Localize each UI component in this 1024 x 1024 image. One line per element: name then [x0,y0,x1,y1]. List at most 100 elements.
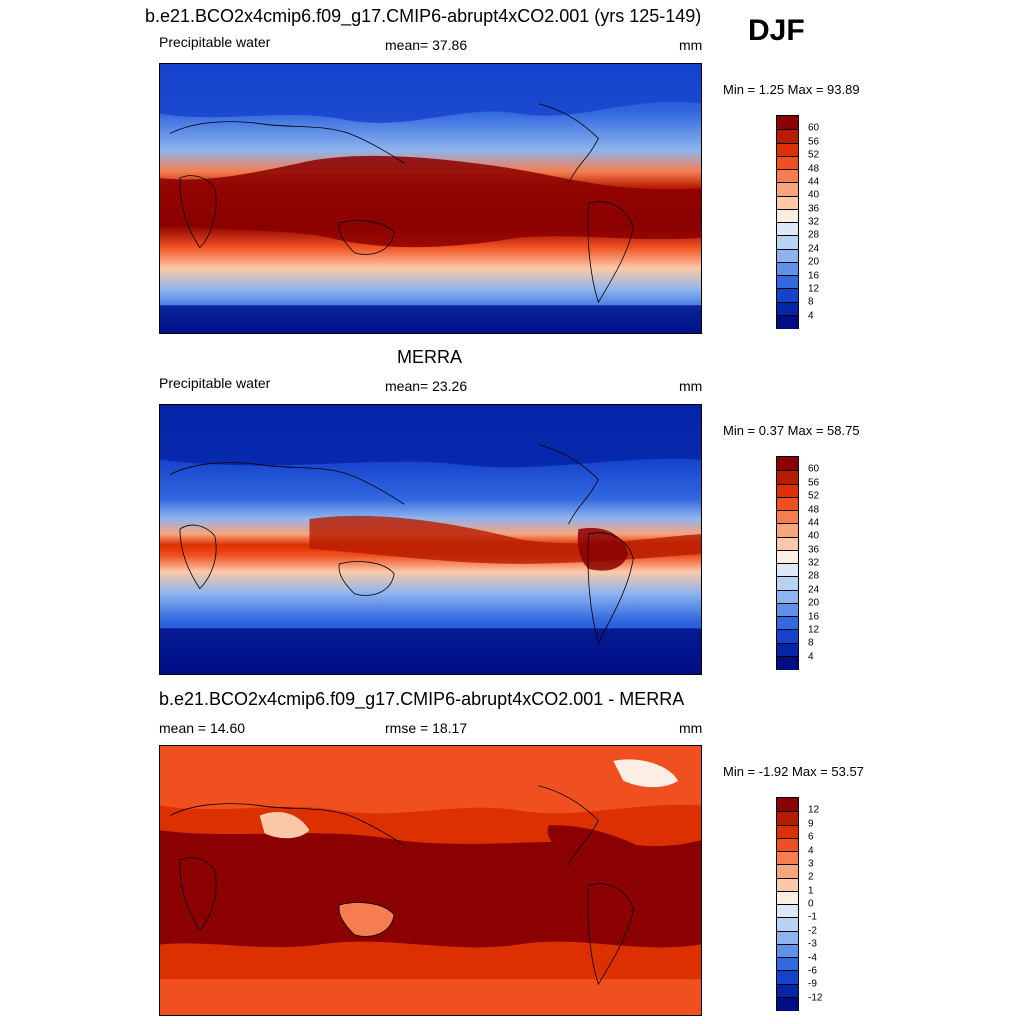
colorbar-swatch [777,825,798,839]
colorbar-tick: 36 [808,203,820,215]
colorbar-swatch [777,484,798,498]
rmse-label: rmse = 18.17 [385,720,468,736]
colorbar-tick: 8 [808,296,814,308]
colorbar-swatch [777,156,798,171]
colorbar-swatch [777,236,798,250]
colorbar-tick: 0 [808,898,814,910]
colorbar-swatch [777,564,798,578]
colorbar-tick: 4 [808,310,814,322]
colorbar-swatch [777,302,798,316]
colorbar-tick: 28 [808,229,820,241]
colorbar-swatch [777,143,798,157]
colorbar-tick: 16 [808,270,820,281]
colorbar-swatch [777,852,798,866]
colorbar-swatch [777,249,798,263]
colorbar-swatch [777,471,798,485]
colorbar-swatch [777,971,798,985]
colorbar-swatch [777,997,798,1012]
colorbar-swatch [777,617,798,631]
colorbar-tick: 12 [808,624,820,636]
colorbar-swatch [777,537,798,551]
colorbar-swatch [777,457,798,472]
colorbar-tick: 24 [808,584,820,596]
colorbar-swatch [777,958,798,972]
colorbar-tick: 8 [808,637,814,649]
colorbar-tick: 24 [808,243,820,255]
colorbar-swatch [777,656,798,671]
colorbar-swatch [777,944,798,959]
colorbar-tick: 40 [808,189,820,201]
colorbar-swatch [777,497,798,512]
colorbar-swatch [777,590,798,604]
colorbar-swatch [777,289,798,303]
colorbar-swatch [777,812,798,826]
colorbar-swatch [777,116,798,131]
colorbar-swatch [777,798,798,813]
colorbar-tick: -2 [808,925,817,937]
colorbar-tick: -9 [808,978,817,990]
colorbar-swatch [777,603,798,618]
map-merra-pw [159,404,702,675]
colorbar-tick: 6 [808,831,814,843]
colorbar-tick: 4 [808,651,814,663]
colorbar-tick: -1 [808,911,817,923]
colorbar-swatch [777,550,798,565]
colorbar-swatch [777,223,798,237]
colorbar-tick: 60 [808,463,820,475]
panel-title: MERRA [397,347,463,367]
colorbar-tick: 4 [808,845,814,856]
colorbar-swatch [777,931,798,945]
colorbar-tick: 3 [808,858,814,870]
units-label: mm [679,720,703,736]
colorbar-tick: 20 [808,597,820,609]
colorbar-swatch [777,630,798,644]
colorbar-tick: 32 [808,216,820,228]
colorbar-tick: -12 [808,992,823,1004]
minmax-label: Min = -1.92 Max = 53.57 [723,764,864,779]
colorbar-tick: 36 [808,544,820,556]
colorbar-tick: -4 [808,952,817,963]
variable-label: Precipitable water [159,375,271,391]
colorbar-tick: 52 [808,490,820,502]
panel-title: b.e21.BCO2x4cmip6.f09_g17.CMIP6-abrupt4x… [159,689,685,709]
colorbar-difference [776,797,799,1012]
colorbar-swatch [777,130,798,144]
minmax-label: Min = 1.25 Max = 93.89 [723,82,860,97]
colorbar-swatch [777,183,798,197]
colorbar-tick: -3 [808,938,817,950]
colorbar-tick: 44 [808,517,820,529]
colorbar-tick: 9 [808,818,814,830]
colorbar-tick: 44 [808,176,820,188]
colorbar-tick: 48 [808,163,820,174]
colorbar-tick: 12 [808,804,820,816]
colorbar-swatch [777,209,798,224]
colorbar-tick: 1 [808,885,814,897]
colorbar-tick: 48 [808,504,820,515]
colorbar-swatch [777,276,798,290]
variable-label: Precipitable water [159,34,271,50]
colorbar-swatch [777,918,798,932]
colorbar-tick: 16 [808,611,820,622]
colorbar-swatch [777,984,798,998]
colorbar-merra [776,456,799,671]
colorbar-swatch [777,865,798,879]
colorbar-tick: 52 [808,149,820,161]
colorbar-swatch [777,905,798,919]
colorbar-tick: 40 [808,530,820,542]
colorbar-swatch [777,511,798,525]
units-label: mm [679,378,703,394]
colorbar-tick: -6 [808,965,817,977]
colorbar-swatch [777,577,798,591]
colorbar-tick: 32 [808,557,820,569]
colorbar-tick: 12 [808,283,820,295]
mean-label: mean = 14.60 [159,720,246,736]
map-difference-pw [159,745,702,1016]
panel-title: b.e21.BCO2x4cmip6.f09_g17.CMIP6-abrupt4x… [145,6,702,26]
mean-label: mean= 23.26 [385,378,468,394]
colorbar-swatch [777,524,798,538]
colorbar-tick: 56 [808,136,820,148]
colorbar-swatch [777,838,798,853]
season-label: DJF [748,14,805,47]
colorbar-tick: 2 [808,871,814,883]
colorbar-tick: 20 [808,256,820,268]
